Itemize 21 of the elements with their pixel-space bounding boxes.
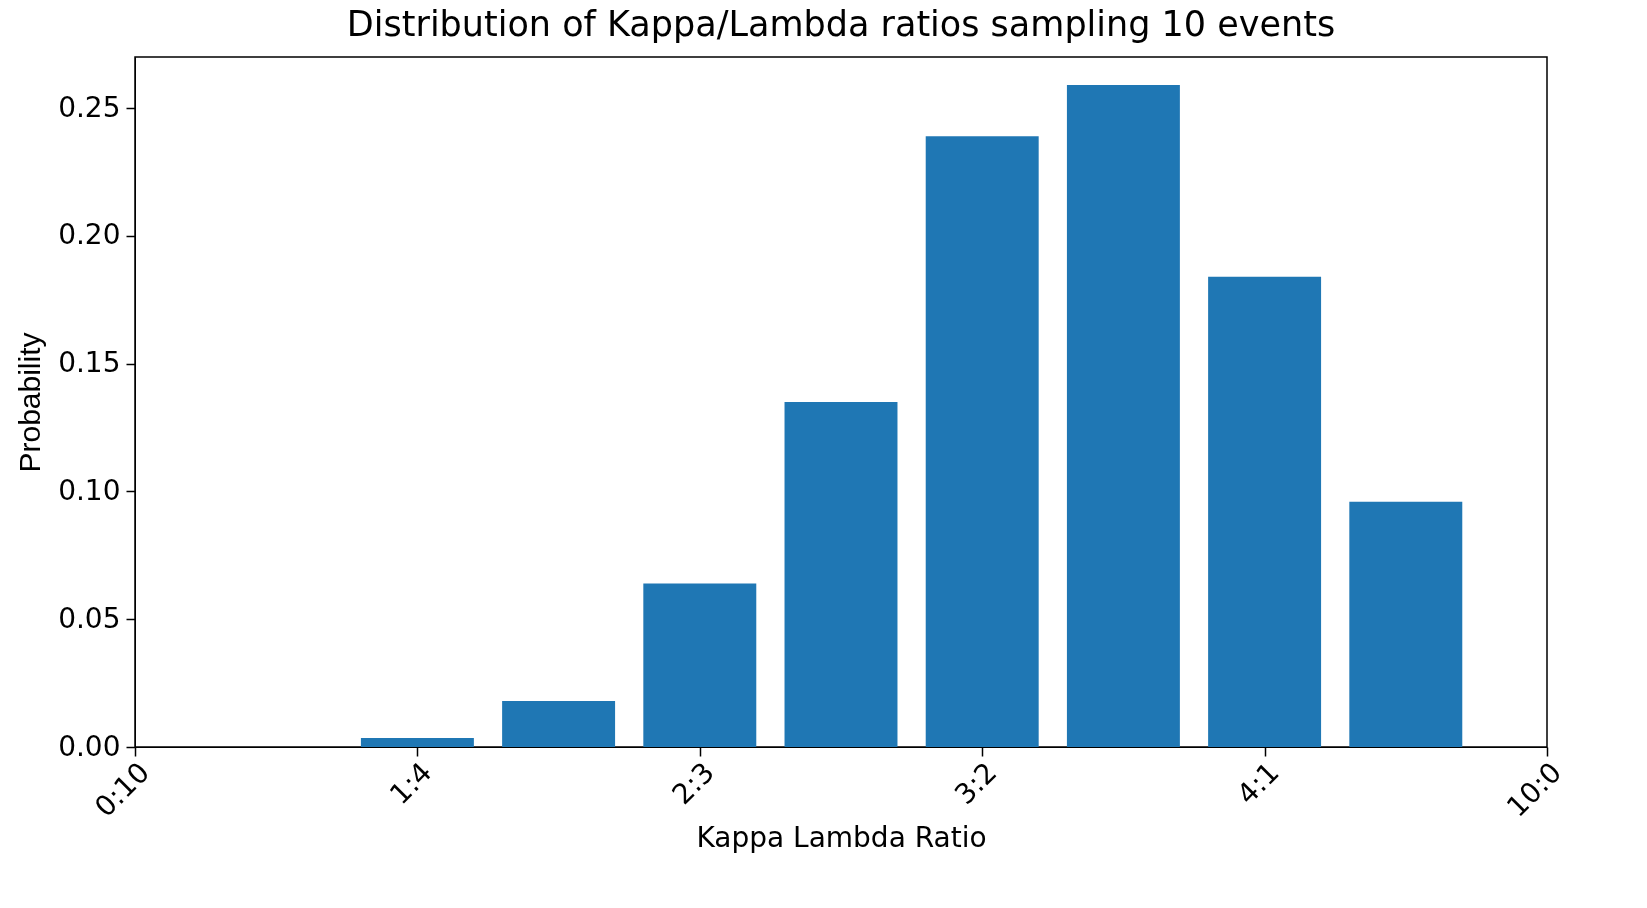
y-tick-label: 0.15: [58, 346, 121, 380]
chart-title: Distribution of Kappa/Lambda ratios sampling 10 events: [346, 4, 1336, 44]
x-tick-label: 4:1: [1230, 755, 1286, 811]
x-axis-title: Kappa Lambda Ratio: [696, 820, 987, 854]
y-tick-label: 0.05: [58, 601, 121, 635]
bar: [502, 701, 616, 747]
bar: [925, 136, 1039, 747]
y-tick-label: 0.25: [58, 90, 121, 124]
y-tick-label: 0.10: [58, 473, 121, 507]
x-tick-label: 1:4: [383, 755, 439, 811]
y-tick-label: 0.20: [58, 218, 121, 252]
bar: [1208, 276, 1322, 747]
y-tick-label: 0.00: [58, 729, 121, 763]
bar: [784, 402, 898, 747]
bar: [1066, 85, 1180, 747]
bar: [360, 738, 474, 747]
bar: [643, 583, 757, 747]
x-tick-label: 3:2: [948, 755, 1004, 811]
bar: [1349, 501, 1463, 747]
y-axis-title: Probability: [13, 332, 47, 473]
x-tick-label: 2:3: [665, 755, 721, 811]
